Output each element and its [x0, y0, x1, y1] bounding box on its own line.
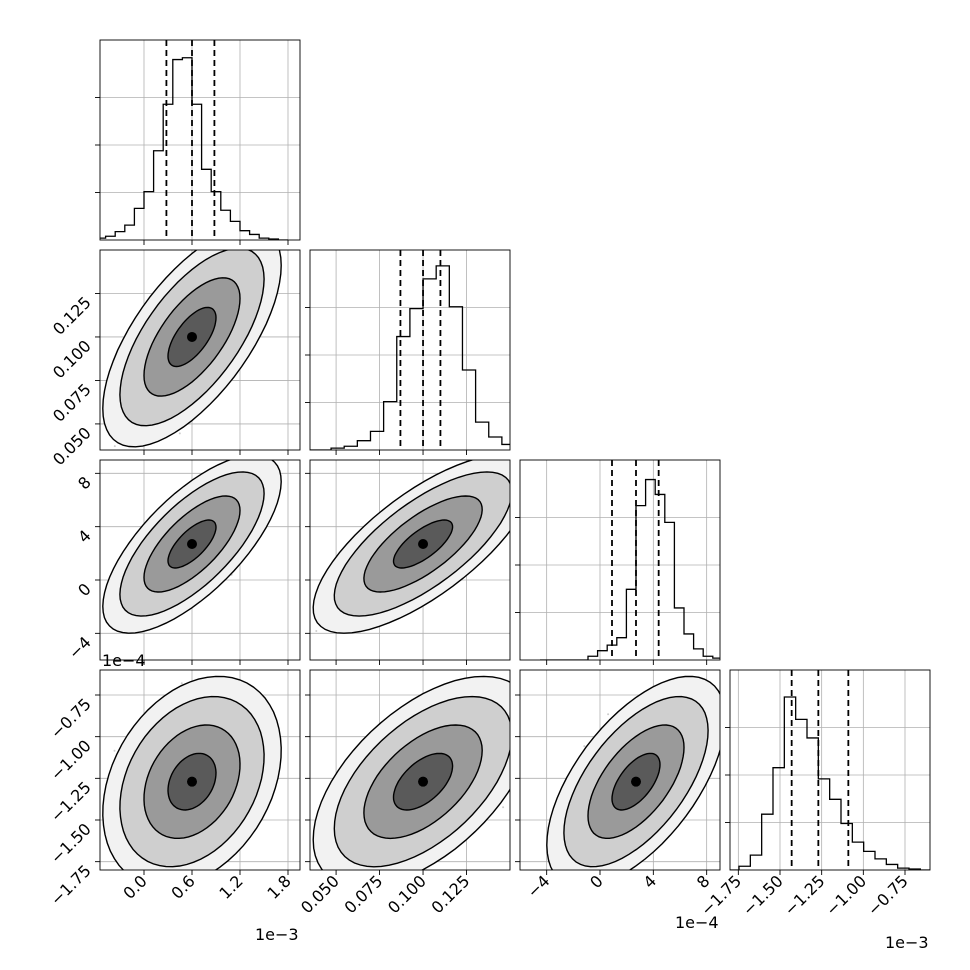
sample-point — [178, 432, 181, 435]
sample-point — [231, 227, 233, 229]
peak-marker — [187, 331, 197, 342]
sample-point — [278, 445, 280, 447]
panel-2-1 — [305, 459, 514, 665]
histogram-2 — [540, 478, 720, 660]
y-tick-label: −4 — [65, 633, 95, 663]
panel-frame — [519, 459, 721, 661]
y-tick-label: 0.100 — [49, 336, 95, 382]
sample-point — [512, 484, 514, 486]
y-tick-label: 8 — [74, 473, 95, 494]
y-tick-label: 0.125 — [49, 293, 95, 339]
panel-2-2 — [515, 459, 721, 665]
histogram-0 — [100, 57, 288, 240]
panel-3-0: 0.0 0.6 1.2 1.8−1.75−1.50−1.25−1.00−0.75 — [47, 669, 301, 909]
y-tick-label: 4 — [74, 526, 95, 547]
panel-frame — [99, 39, 301, 241]
sample-point — [315, 630, 318, 632]
y-tick-label: 0 — [74, 579, 95, 600]
peak-marker — [187, 539, 197, 549]
panel-1-1 — [305, 249, 511, 455]
panel-2-0: −4 0 4 8 — [65, 445, 301, 665]
y-tick-label: 0.075 — [49, 380, 95, 426]
panel-frame — [99, 249, 301, 451]
panel-frame — [99, 459, 301, 661]
panel-0-0 — [95, 39, 301, 245]
peak-marker — [418, 539, 429, 549]
histogram-1 — [310, 265, 510, 450]
sample-point — [94, 403, 96, 405]
y-tick-label: 0.050 — [49, 423, 95, 469]
panel-frame — [309, 249, 511, 451]
sample-point — [113, 445, 116, 448]
panel-frame — [309, 459, 511, 661]
